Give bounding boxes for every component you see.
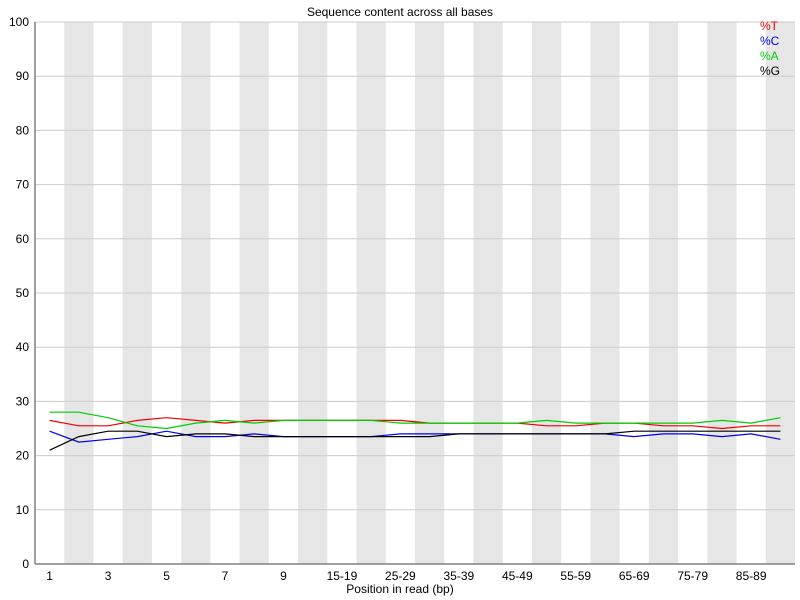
y-tick-label: 70 [16,178,30,192]
x-tick-label: 25-29 [385,569,416,583]
chart-title: Sequence content across all bases [0,5,800,19]
sequence-content-chart: 01020304050607080901001357915-1925-2935-… [0,0,800,600]
x-tick-label: 3 [105,569,112,583]
chart-container: Sequence content across all bases 0 10 20 3… [0,0,800,600]
x-tick-label: 9 [280,569,287,583]
legend-label: %A [760,49,779,63]
x-tick-label: 75-79 [677,569,708,583]
x-tick-label: 5 [163,569,170,583]
y-tick-label: 50 [16,286,30,300]
y-tick-label: 40 [16,340,30,354]
x-tick-label: 7 [222,569,229,583]
y-tick-label: 80 [16,123,30,137]
y-tick-label: 60 [16,232,30,246]
x-tick-label: 55-59 [560,569,591,583]
legend-label: %G [760,64,780,78]
y-tick-label: 90 [16,69,30,83]
x-tick-label: 65-69 [619,569,650,583]
y-tick-label: 20 [16,449,30,463]
legend-label: %T [760,19,779,33]
x-axis-label: Position in read (bp) [0,582,800,596]
x-tick-label: 35-39 [443,569,474,583]
x-tick-label: 1 [46,569,53,583]
x-tick-label: 15-19 [327,569,358,583]
x-tick-label: 85-89 [736,569,767,583]
y-tick-label: 10 [16,503,30,517]
y-tick-label: 30 [16,394,30,408]
y-tick-label: 0 [22,557,29,571]
x-tick-label: 45-49 [502,569,533,583]
legend-label: %C [760,34,780,48]
